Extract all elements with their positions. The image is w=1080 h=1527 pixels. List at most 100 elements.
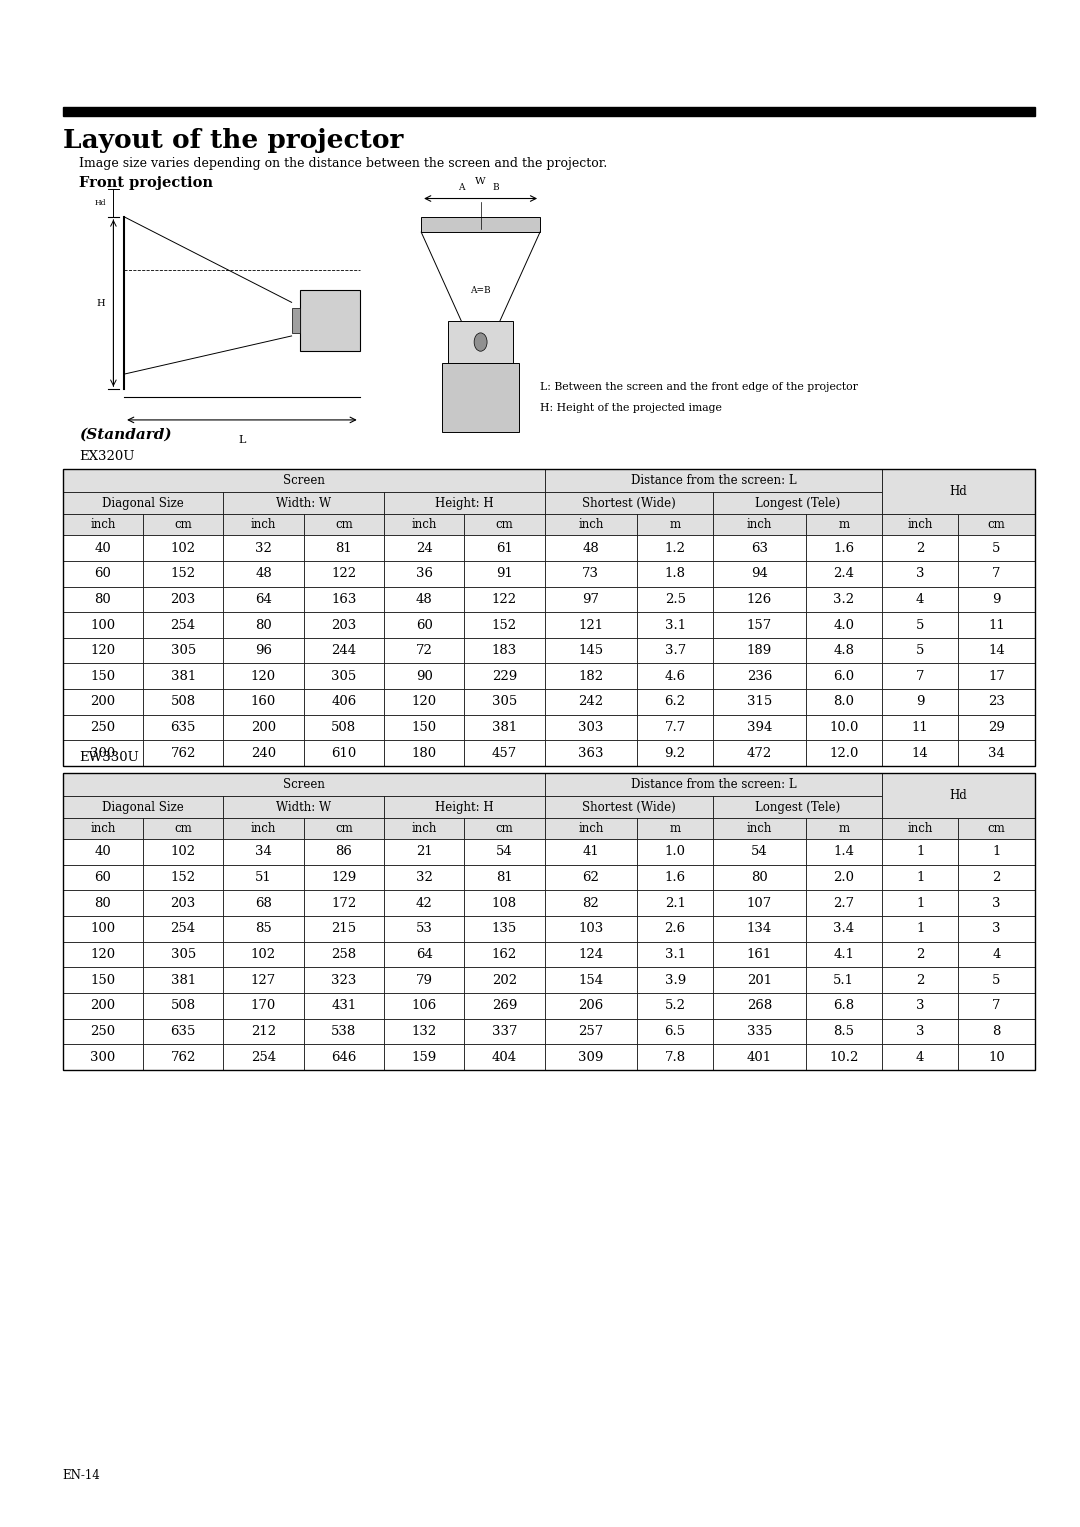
Bar [637, 1044, 713, 1070]
Bar [713, 638, 806, 664]
Bar [464, 612, 544, 638]
Text: 10.0: 10.0 [829, 721, 859, 734]
Text: 762: 762 [171, 1051, 195, 1064]
Bar [958, 1019, 1035, 1044]
Text: 53: 53 [416, 922, 433, 936]
Text: 64: 64 [416, 948, 433, 960]
Text: 200: 200 [251, 721, 276, 734]
Text: 3.7: 3.7 [664, 644, 686, 657]
Bar [224, 916, 303, 942]
Text: inch: inch [747, 518, 772, 531]
Bar [713, 890, 806, 916]
Text: 4.1: 4.1 [834, 948, 854, 960]
Bar [303, 612, 384, 638]
Text: 381: 381 [171, 670, 195, 683]
Bar [806, 968, 882, 993]
Bar [63, 513, 143, 536]
Bar [442, 363, 519, 432]
Text: 80: 80 [94, 896, 111, 910]
Text: 240: 240 [251, 747, 276, 760]
Bar [882, 664, 958, 689]
Text: 1.6: 1.6 [834, 542, 854, 554]
Text: 40: 40 [94, 542, 111, 554]
Bar [63, 916, 143, 942]
Bar [806, 1044, 882, 1070]
Bar [63, 638, 143, 664]
Text: 6.2: 6.2 [664, 695, 686, 709]
Bar [63, 664, 143, 689]
Text: 404: 404 [491, 1051, 517, 1064]
Bar [63, 107, 1035, 116]
Bar [882, 469, 1035, 492]
Text: 36: 36 [416, 567, 433, 580]
Bar [882, 1019, 958, 1044]
Text: 309: 309 [578, 1051, 604, 1064]
Text: 305: 305 [491, 695, 517, 709]
Text: Hd: Hd [949, 777, 968, 791]
Text: 431: 431 [332, 999, 356, 1012]
Text: 127: 127 [251, 974, 276, 986]
Bar [303, 715, 384, 741]
Bar [958, 968, 1035, 993]
Bar [63, 492, 224, 513]
Text: Longest (Tele): Longest (Tele) [755, 800, 840, 814]
Text: 11: 11 [912, 721, 929, 734]
Bar [637, 890, 713, 916]
Bar [882, 638, 958, 664]
Bar [713, 942, 806, 968]
Text: 122: 122 [491, 592, 517, 606]
Text: inch: inch [90, 822, 116, 835]
Bar [544, 1019, 637, 1044]
Bar [303, 638, 384, 664]
Bar [713, 864, 806, 890]
Text: 80: 80 [94, 592, 111, 606]
Text: m: m [838, 822, 849, 835]
Bar [143, 689, 224, 715]
Text: 2: 2 [993, 870, 1001, 884]
Text: 79: 79 [416, 974, 433, 986]
Bar [958, 741, 1035, 767]
Bar [143, 586, 224, 612]
Text: 1: 1 [916, 922, 924, 936]
Text: 6.5: 6.5 [664, 1025, 686, 1038]
Text: 635: 635 [171, 721, 195, 734]
Bar [958, 864, 1035, 890]
Text: 7.8: 7.8 [664, 1051, 686, 1064]
Text: 120: 120 [411, 695, 436, 709]
Bar [958, 689, 1035, 715]
Bar [713, 612, 806, 638]
Text: 34: 34 [255, 846, 272, 858]
Bar [384, 586, 464, 612]
Bar [143, 890, 224, 916]
Text: 381: 381 [491, 721, 517, 734]
Bar [143, 818, 224, 840]
Text: 41: 41 [582, 846, 599, 858]
Bar [544, 818, 637, 840]
Text: 508: 508 [332, 721, 356, 734]
Text: 2.0: 2.0 [834, 870, 854, 884]
Text: 3.4: 3.4 [834, 922, 854, 936]
Bar [882, 890, 958, 916]
Bar [464, 916, 544, 942]
Bar [882, 864, 958, 890]
Bar [544, 916, 637, 942]
Text: Height: H: Height: H [435, 496, 494, 510]
Bar [464, 536, 544, 560]
Bar [958, 840, 1035, 864]
Bar [384, 942, 464, 968]
Text: 3: 3 [916, 999, 924, 1012]
Text: 1.6: 1.6 [664, 870, 686, 884]
Text: 54: 54 [496, 846, 513, 858]
Text: L: Between the screen and the front edge of the projector: L: Between the screen and the front edge… [540, 382, 858, 392]
Bar [143, 715, 224, 741]
Text: 81: 81 [496, 870, 513, 884]
Text: 236: 236 [747, 670, 772, 683]
Text: W: W [475, 177, 486, 186]
Bar [224, 797, 384, 818]
Bar [958, 890, 1035, 916]
Text: 4.6: 4.6 [664, 670, 686, 683]
Bar [882, 560, 958, 586]
Bar [637, 1019, 713, 1044]
Text: H: Height of the projected image: H: Height of the projected image [540, 403, 721, 414]
Bar [143, 1044, 224, 1070]
